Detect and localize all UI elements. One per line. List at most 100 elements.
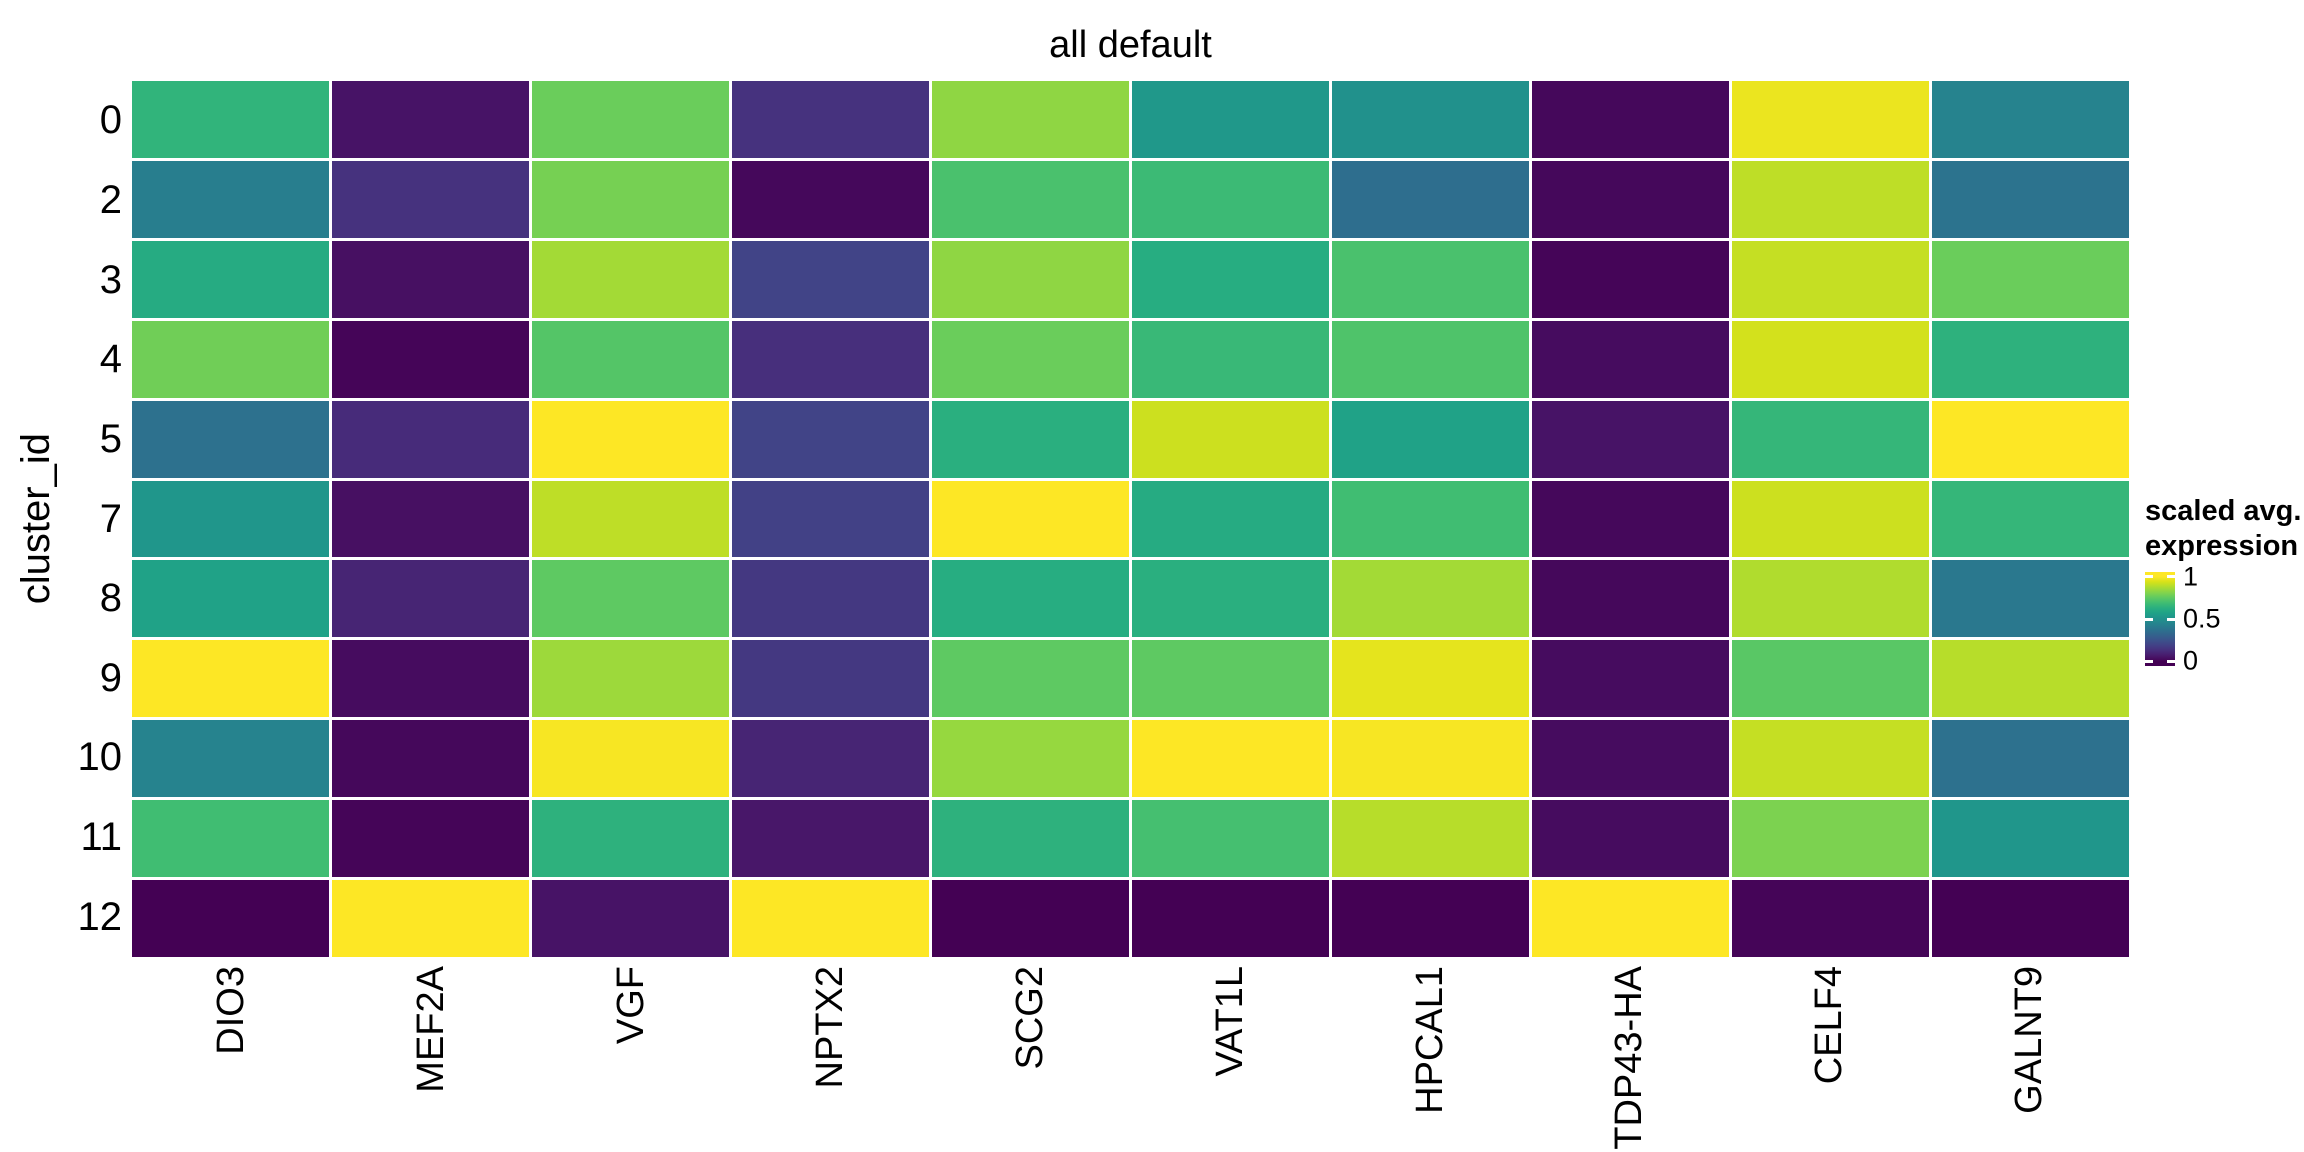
heatmap-cell-r12-SCG2 — [932, 880, 1129, 957]
heatmap-cell-r7-VGF — [532, 480, 729, 558]
heatmap-cell-r11-NPTX2 — [732, 800, 929, 878]
heatmap-cell-r9-MEF2A — [332, 640, 529, 718]
heatmap-cell-r10-SCG2 — [932, 720, 1129, 798]
heatmap-cell-r3-SCG2 — [932, 240, 1129, 318]
heatmap-cell-r2-VGF — [532, 160, 729, 238]
heatmap-cell-r12-VAT1L — [1132, 880, 1329, 957]
heatmap-cell-r8-VGF — [532, 560, 729, 638]
y-tick-label-9: 9 — [99, 655, 122, 700]
plot-title: all default — [1049, 24, 1212, 66]
heatmap-cell-r5-GALNT9 — [1932, 400, 2129, 478]
heatmap-cell-r11-MEF2A — [332, 800, 529, 878]
heatmap-cell-r7-HPCAL1 — [1332, 480, 1529, 558]
heatmap-cell-r7-GALNT9 — [1932, 480, 2129, 558]
heatmap-cell-r2-HPCAL1 — [1332, 160, 1529, 238]
x-tick-label-VGF: VGF — [531, 966, 731, 1152]
heatmap-cell-r11-SCG2 — [932, 800, 1129, 878]
x-tick-label-text: NPTX2 — [809, 966, 852, 1089]
colorbar-tick — [2167, 659, 2175, 663]
heatmap-cell-r7-MEF2A — [332, 480, 529, 558]
colorbar-tick-label-0: 0 — [2183, 645, 2199, 676]
x-tick-label-CELF4: CELF4 — [1730, 966, 1930, 1152]
legend-title-line2: expression — [2145, 530, 2299, 562]
heatmap-cell-r2-TDP43-HA — [1532, 160, 1729, 238]
heatmap-cell-r11-GALNT9 — [1932, 800, 2129, 878]
heatmap-cell-r9-HPCAL1 — [1332, 640, 1529, 718]
heatmap-cell-r5-MEF2A — [332, 400, 529, 478]
heatmap-cell-r11-CELF4 — [1732, 800, 1929, 878]
heatmap-cell-r2-MEF2A — [332, 160, 529, 238]
heatmap-cell-r8-MEF2A — [332, 560, 529, 638]
heatmap-cell-r4-CELF4 — [1732, 320, 1929, 398]
heatmap-cell-r3-TDP43-HA — [1532, 240, 1729, 318]
y-axis-tick-labels: 0 2 3 4 5 7 8 9 10 11 12 — [0, 81, 123, 957]
x-tick-label-text: CELF4 — [1807, 966, 1850, 1085]
heatmap-cell-r4-NPTX2 — [732, 320, 929, 398]
heatmap-cell-r5-TDP43-HA — [1532, 400, 1729, 478]
y-tick-label-7: 7 — [99, 496, 122, 541]
heatmap-cell-r12-VGF — [532, 880, 729, 957]
heatmap-cell-r7-VAT1L — [1132, 480, 1329, 558]
heatmap-cell-r11-HPCAL1 — [1332, 800, 1529, 878]
heatmap-cell-r4-SCG2 — [932, 320, 1129, 398]
heatmap-cell-r3-HPCAL1 — [1332, 240, 1529, 318]
y-tick-label-3: 3 — [99, 257, 122, 302]
heatmap-cell-r12-TDP43-HA — [1532, 880, 1729, 957]
heatmap-panel — [132, 81, 2129, 957]
heatmap-cell-r2-GALNT9 — [1932, 160, 2129, 238]
x-tick-label-DIO3: DIO3 — [132, 966, 332, 1152]
heatmap-cell-r0-GALNT9 — [1932, 81, 2129, 158]
heatmap-cell-r10-HPCAL1 — [1332, 720, 1529, 798]
x-tick-label-text: SCG2 — [1009, 966, 1052, 1070]
heatmap-cell-r9-SCG2 — [932, 640, 1129, 718]
heatmap-cell-r7-CELF4 — [1732, 480, 1929, 558]
heatmap-cell-r3-VGF — [532, 240, 729, 318]
colorbar-tick — [2167, 617, 2175, 621]
heatmap-cell-r12-MEF2A — [332, 880, 529, 957]
y-tick-label-0: 0 — [99, 98, 122, 143]
heatmap-cell-r5-NPTX2 — [732, 400, 929, 478]
heatmap-cell-r4-VAT1L — [1132, 320, 1329, 398]
heatmap-cell-r10-CELF4 — [1732, 720, 1929, 798]
heatmap-cell-r4-TDP43-HA — [1532, 320, 1729, 398]
heatmap-cell-r5-HPCAL1 — [1332, 400, 1529, 478]
y-tick-label-2: 2 — [99, 177, 122, 222]
heatmap-cell-r8-DIO3 — [132, 560, 329, 638]
x-tick-label-NPTX2: NPTX2 — [731, 966, 931, 1152]
heatmap-cell-r3-MEF2A — [332, 240, 529, 318]
heatmap-cell-r9-VAT1L — [1132, 640, 1329, 718]
heatmap-cell-r7-NPTX2 — [732, 480, 929, 558]
heatmap-cell-r3-NPTX2 — [732, 240, 929, 318]
colorbar-tick-label-1: 1 — [2183, 561, 2199, 591]
heatmap-cell-r0-NPTX2 — [732, 81, 929, 158]
heatmap-cell-r5-VGF — [532, 400, 729, 478]
heatmap-cell-r0-DIO3 — [132, 81, 329, 158]
heatmap-cell-r0-HPCAL1 — [1332, 81, 1529, 158]
y-tick-label-8: 8 — [99, 576, 122, 621]
y-tick-label-10: 10 — [77, 735, 123, 780]
y-tick-label-4: 4 — [99, 337, 122, 382]
heatmap-cell-r10-VAT1L — [1132, 720, 1329, 798]
heatmap-cell-r8-CELF4 — [1732, 560, 1929, 638]
heatmap-cell-r4-GALNT9 — [1932, 320, 2129, 398]
heatmap-cell-r0-CELF4 — [1732, 81, 1929, 158]
heatmap-cell-r7-SCG2 — [932, 480, 1129, 558]
x-tick-label-text: GALNT9 — [2007, 966, 2050, 1114]
colorbar-tick — [2145, 617, 2153, 621]
x-tick-label-text: TDP43-HA — [1608, 966, 1651, 1150]
heatmap-cell-r0-MEF2A — [332, 81, 529, 158]
heatmap-cell-r4-HPCAL1 — [1332, 320, 1529, 398]
heatmap-cell-r9-GALNT9 — [1932, 640, 2129, 718]
heatmap-cell-r2-DIO3 — [132, 160, 329, 238]
heatmap-cell-r8-TDP43-HA — [1532, 560, 1729, 638]
heatmap-cell-r12-NPTX2 — [732, 880, 929, 957]
x-tick-label-HPCAL1: HPCAL1 — [1330, 966, 1530, 1152]
heatmap-cell-r9-DIO3 — [132, 640, 329, 718]
heatmap-cell-r3-VAT1L — [1132, 240, 1329, 318]
heatmap-cell-r8-HPCAL1 — [1332, 560, 1529, 638]
x-tick-label-text: DIO3 — [210, 966, 253, 1055]
heatmap-cell-r2-NPTX2 — [732, 160, 929, 238]
x-tick-label-GALNT9: GALNT9 — [1929, 966, 2129, 1152]
heatmap-cell-r0-VGF — [532, 81, 729, 158]
heatmap-cell-r0-SCG2 — [932, 81, 1129, 158]
